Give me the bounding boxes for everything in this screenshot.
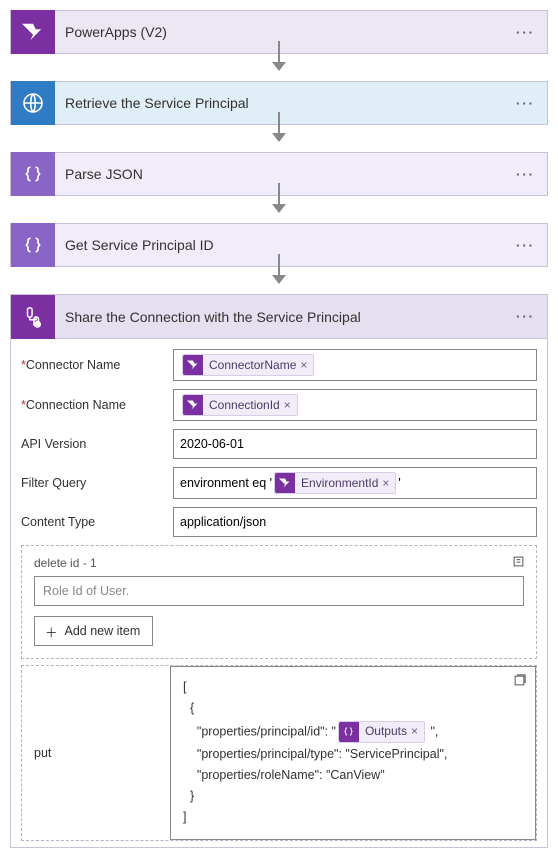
token-icon <box>183 355 203 375</box>
more-menu-icon[interactable]: ··· <box>516 309 535 324</box>
input-connection-name[interactable]: ConnectionId × <box>173 389 537 421</box>
panel-label-put: put <box>22 666 170 840</box>
more-menu-icon[interactable]: ··· <box>516 238 535 253</box>
step-icon <box>11 10 55 54</box>
label-content-type: Content Type <box>21 515 173 529</box>
flow-arrow <box>10 125 548 152</box>
step-title: Retrieve the Service Principal <box>55 95 249 111</box>
panel-action-icon[interactable] <box>512 673 527 695</box>
more-menu-icon[interactable]: ··· <box>516 167 535 182</box>
param-connection-name: *Connection Name ConnectionId × <box>21 389 537 421</box>
more-menu-icon[interactable]: ··· <box>516 25 535 40</box>
label-connection-name: Connection Name <box>26 398 126 412</box>
param-api-version: API Version 2020-06-01 <box>21 429 537 459</box>
token-connector-name[interactable]: ConnectorName × <box>182 354 314 376</box>
panel-action-icon[interactable] <box>511 554 526 572</box>
panel-put: put [ { "properties/principal/id": "Outp… <box>21 665 537 841</box>
step-icon <box>11 81 55 125</box>
token-connection-id[interactable]: ConnectionId × <box>182 394 298 416</box>
panel-delete-id: delete id - 1 Role Id of User. ＋ Add new… <box>21 545 537 659</box>
token-remove-icon[interactable]: × <box>382 476 395 490</box>
more-menu-icon[interactable]: ··· <box>516 96 535 111</box>
label-filter-query: Filter Query <box>21 476 173 490</box>
token-remove-icon[interactable]: × <box>411 721 424 741</box>
input-put-body[interactable]: [ { "properties/principal/id": "Outputs×… <box>170 666 536 840</box>
panel-label: delete id - 1 <box>34 556 524 570</box>
label-api-version: API Version <box>21 437 173 451</box>
token-icon <box>275 473 295 493</box>
step-title: PowerApps (V2) <box>55 24 167 40</box>
flow-arrow <box>10 54 548 81</box>
step-icon <box>11 152 55 196</box>
param-connector-name: *Connector Name ConnectorName × <box>21 349 537 381</box>
input-api-version[interactable]: 2020-06-01 <box>173 429 537 459</box>
param-filter-query: Filter Query environment eq ' Environmen… <box>21 467 537 499</box>
input-filter-query[interactable]: environment eq ' EnvironmentId × ' <box>173 467 537 499</box>
label-connector-name: Connector Name <box>26 358 121 372</box>
token-remove-icon[interactable]: × <box>300 358 313 372</box>
flow-arrow <box>10 196 548 223</box>
plus-icon: ＋ <box>45 622 58 641</box>
step-title: Get Service Principal ID <box>55 237 214 253</box>
step-body: *Connector Name ConnectorName × *Connect… <box>11 339 547 847</box>
step-header[interactable]: Share the Connection with the Service Pr… <box>11 295 547 339</box>
flow-arrow <box>10 267 548 294</box>
token-remove-icon[interactable]: × <box>284 398 297 412</box>
connection-icon <box>11 295 55 339</box>
input-role-id[interactable]: Role Id of User. <box>34 576 524 606</box>
input-connector-name[interactable]: ConnectorName × <box>173 349 537 381</box>
token-icon <box>339 722 359 742</box>
step-icon <box>11 223 55 267</box>
step-share-connection: Share the Connection with the Service Pr… <box>10 294 548 848</box>
input-content-type[interactable]: application/json <box>173 507 537 537</box>
token-outputs[interactable]: Outputs× <box>338 721 425 743</box>
param-content-type: Content Type application/json <box>21 507 537 537</box>
token-environment-id[interactable]: EnvironmentId × <box>274 472 396 494</box>
step-title: Share the Connection with the Service Pr… <box>55 309 361 325</box>
token-icon <box>183 395 203 415</box>
step-title: Parse JSON <box>55 166 143 182</box>
add-new-item-button[interactable]: ＋ Add new item <box>34 616 153 646</box>
